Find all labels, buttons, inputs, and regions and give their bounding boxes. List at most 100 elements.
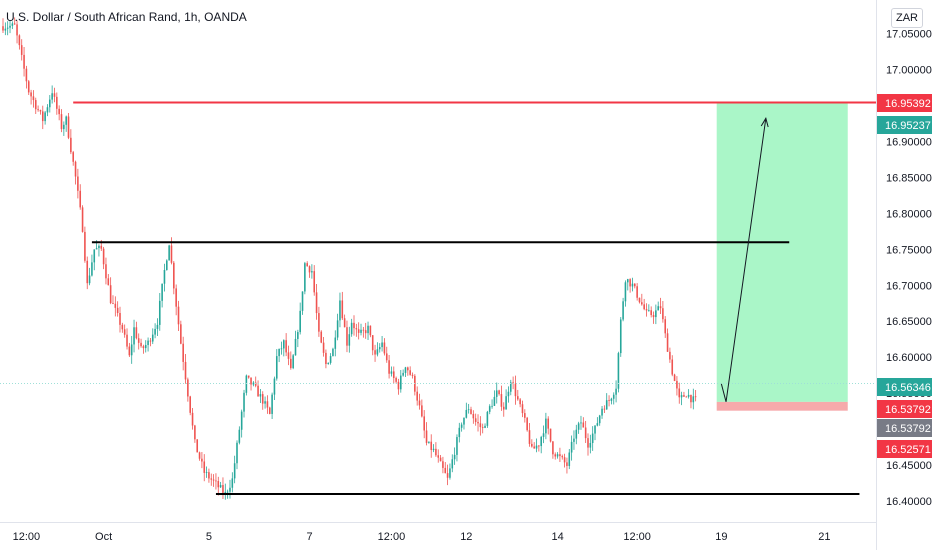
candle bbox=[72, 150, 74, 166]
candle bbox=[552, 440, 554, 459]
arrow-path[interactable] bbox=[720, 118, 767, 402]
candle bbox=[589, 434, 592, 454]
candle bbox=[135, 321, 138, 340]
candle bbox=[634, 283, 636, 289]
candle bbox=[283, 339, 285, 357]
candle bbox=[121, 322, 124, 333]
candle bbox=[353, 315, 355, 336]
candle bbox=[34, 97, 37, 115]
candle bbox=[432, 444, 435, 453]
candle bbox=[343, 314, 346, 328]
candle bbox=[175, 284, 177, 316]
candle bbox=[109, 277, 112, 305]
candle bbox=[472, 410, 475, 424]
candle bbox=[662, 301, 664, 323]
candle bbox=[416, 386, 418, 406]
candle bbox=[671, 355, 674, 377]
candle bbox=[163, 263, 166, 292]
candle bbox=[690, 394, 692, 409]
candle bbox=[395, 376, 397, 384]
candle bbox=[402, 369, 404, 377]
candle bbox=[540, 435, 542, 454]
candle bbox=[203, 454, 206, 482]
candle bbox=[467, 403, 470, 414]
candle bbox=[292, 353, 294, 370]
candle bbox=[563, 453, 566, 468]
candle bbox=[301, 291, 304, 315]
profit-zone bbox=[716, 102, 848, 402]
candle bbox=[442, 456, 444, 474]
candle bbox=[327, 362, 330, 365]
candle bbox=[617, 351, 620, 393]
candle bbox=[643, 298, 645, 311]
candle bbox=[308, 265, 311, 278]
candle bbox=[201, 451, 203, 469]
candle bbox=[655, 304, 657, 325]
candle bbox=[641, 293, 643, 306]
candle bbox=[240, 409, 243, 438]
candle bbox=[98, 244, 100, 257]
position-zones bbox=[716, 102, 848, 411]
candle bbox=[222, 477, 224, 500]
candle bbox=[603, 405, 606, 414]
loss-zone bbox=[716, 401, 848, 411]
candle bbox=[51, 85, 53, 104]
candle bbox=[116, 301, 119, 317]
candle bbox=[315, 284, 318, 320]
candle bbox=[318, 306, 320, 337]
candle bbox=[458, 422, 461, 443]
candle bbox=[439, 455, 442, 462]
candle bbox=[287, 345, 290, 366]
price-tick-label: 17.00000 bbox=[886, 64, 932, 76]
price-label-resistance: 16.53792 bbox=[877, 400, 932, 418]
candle bbox=[378, 343, 381, 353]
candle bbox=[687, 389, 690, 399]
currency-button[interactable]: ZAR bbox=[891, 8, 923, 28]
candle bbox=[470, 406, 472, 415]
candle bbox=[582, 417, 585, 428]
price-tick-label: 16.65000 bbox=[886, 316, 932, 328]
candle bbox=[65, 115, 67, 132]
candle bbox=[453, 447, 456, 465]
candle bbox=[329, 353, 332, 365]
candle bbox=[367, 321, 369, 341]
candle bbox=[320, 330, 323, 344]
candle bbox=[451, 454, 454, 473]
candle bbox=[210, 473, 213, 486]
price-label-resistance: 16.52571 bbox=[877, 440, 932, 458]
candle bbox=[245, 374, 248, 396]
candle bbox=[418, 393, 421, 410]
candle bbox=[196, 439, 199, 453]
candle bbox=[437, 449, 440, 463]
candle bbox=[521, 400, 524, 418]
candle bbox=[580, 415, 582, 430]
candle bbox=[673, 373, 676, 382]
candle bbox=[264, 396, 266, 409]
candle bbox=[477, 414, 479, 432]
candle bbox=[311, 264, 313, 279]
candle bbox=[187, 377, 189, 402]
candle bbox=[184, 353, 187, 384]
candle bbox=[636, 283, 638, 301]
candle bbox=[619, 317, 622, 357]
candle bbox=[215, 473, 217, 490]
candle bbox=[596, 417, 599, 427]
time-axis[interactable]: 12:00 Oct 5 7 12:00 12 14 12:00 19 21 bbox=[13, 531, 831, 543]
candle bbox=[591, 426, 594, 451]
candle bbox=[273, 376, 276, 400]
candle bbox=[268, 406, 271, 415]
candle bbox=[524, 409, 526, 423]
candle bbox=[217, 476, 220, 496]
candle bbox=[685, 395, 688, 398]
candle bbox=[435, 442, 437, 457]
candle bbox=[568, 448, 571, 470]
candle bbox=[610, 397, 613, 405]
candle bbox=[664, 316, 667, 338]
candle bbox=[517, 389, 519, 401]
candle bbox=[626, 278, 629, 291]
time-tick-label: 12:00 bbox=[378, 531, 406, 543]
candle bbox=[594, 425, 596, 441]
candle bbox=[528, 422, 531, 447]
candle bbox=[498, 389, 500, 396]
